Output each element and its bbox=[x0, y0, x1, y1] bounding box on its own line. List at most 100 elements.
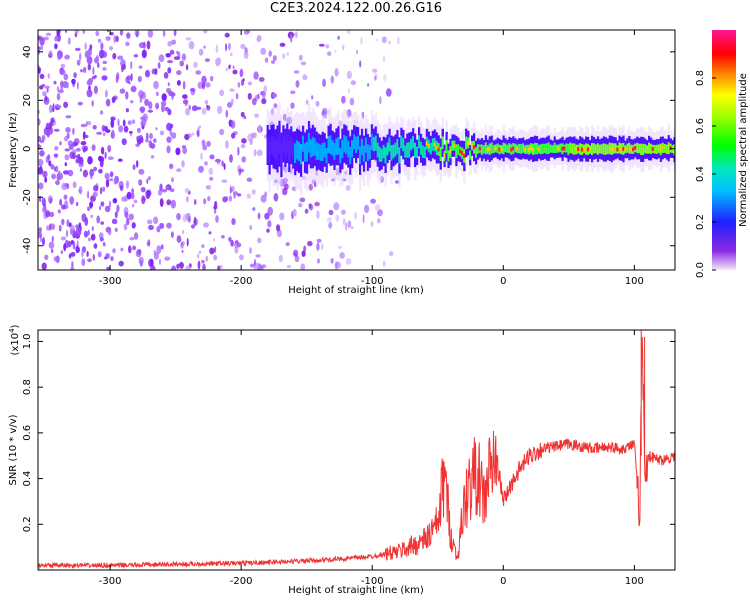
signal-band-core bbox=[335, 138, 338, 156]
spectrogram-noise-speck bbox=[66, 81, 69, 89]
spectrogram-noise-speck bbox=[356, 49, 359, 55]
snr-frame bbox=[37, 329, 676, 571]
spectrogram-y-tick-label: 40 bbox=[22, 45, 33, 58]
signal-band-peak bbox=[523, 147, 527, 152]
spectrogram-noise-speck bbox=[71, 78, 76, 85]
spectrogram-noise-speck bbox=[75, 158, 80, 164]
spectrogram-noise-speck bbox=[321, 243, 324, 251]
spectrogram-noise-speck bbox=[89, 201, 94, 208]
spectrogram-noise-speck bbox=[203, 222, 209, 228]
signal-band-core bbox=[341, 139, 344, 159]
spectrogram-noise-speck bbox=[267, 220, 272, 228]
spectrogram-noise-speck bbox=[99, 237, 104, 242]
spectrogram-noise-speck bbox=[327, 51, 332, 56]
spectrogram-noise-speck bbox=[225, 109, 229, 118]
signal-band-core bbox=[447, 150, 450, 162]
spectrogram-noise-speck bbox=[240, 144, 246, 149]
spectrogram-noise-speck bbox=[66, 240, 72, 248]
spectrogram-noise-speck bbox=[86, 89, 93, 98]
spectrogram-noise-speck bbox=[104, 205, 111, 213]
spectrogram-noise-speck bbox=[204, 58, 210, 63]
spectrogram-noise-speck bbox=[42, 91, 47, 97]
signal-band-core bbox=[567, 143, 570, 155]
spectrogram-noise-speck bbox=[119, 88, 126, 94]
spectrogram-noise-speck bbox=[140, 116, 146, 121]
spectrogram-noise-speck bbox=[155, 127, 158, 131]
spectrogram-noise-speck bbox=[379, 96, 382, 105]
spectrogram-noise-speck bbox=[41, 134, 46, 142]
spectrogram-noise-speck bbox=[176, 213, 181, 221]
signal-band-core bbox=[606, 144, 610, 155]
spectrogram-noise-speck bbox=[353, 211, 358, 220]
signal-band-core bbox=[469, 150, 472, 160]
spectrogram-noise-speck bbox=[111, 129, 115, 139]
spectrogram-noise-speck bbox=[120, 247, 124, 252]
spectrogram-noise-speck bbox=[222, 196, 228, 203]
spectrogram-noise-speck bbox=[230, 239, 234, 247]
spectrogram-noise-speck bbox=[231, 132, 236, 139]
spectrogram-noise-speck bbox=[237, 193, 242, 197]
spectrogram-noise-speck bbox=[167, 67, 172, 74]
signal-band-core bbox=[418, 135, 421, 149]
spectrogram-noise-speck bbox=[70, 266, 75, 270]
spectrogram-noise-speck bbox=[197, 126, 200, 136]
spectrogram-noise-speck bbox=[87, 258, 92, 263]
spectrogram-noise-speck bbox=[102, 60, 108, 65]
spectrogram-noise-speck bbox=[93, 166, 97, 172]
spectrogram-noise-speck bbox=[98, 232, 104, 239]
signal-band-core bbox=[362, 145, 366, 162]
spectrogram-noise-speck bbox=[202, 263, 206, 270]
spectrogram-noise-speck bbox=[44, 85, 50, 89]
spectrogram-noise-speck bbox=[123, 223, 128, 231]
spectrogram-noise-speck bbox=[135, 249, 142, 258]
spectrogram-noise-speck bbox=[54, 36, 58, 42]
signal-band-core bbox=[644, 144, 647, 154]
signal-band-peak bbox=[651, 147, 655, 151]
spectrogram-noise-speck bbox=[109, 171, 114, 178]
snr-x-tick-label: -100 bbox=[361, 576, 384, 587]
signal-band-core bbox=[412, 135, 415, 149]
spectrogram-noise-speck bbox=[176, 235, 182, 243]
signal-band-peak bbox=[577, 147, 580, 152]
spectrogram-noise-speck bbox=[377, 209, 383, 217]
spectrogram-noise-speck bbox=[176, 80, 181, 86]
spectrogram-noise-speck bbox=[217, 105, 223, 115]
colorbar-tick-label: 0.8 bbox=[695, 70, 706, 86]
spectrogram-noise-speck bbox=[208, 167, 214, 175]
spectrogram-noise-speck bbox=[84, 42, 87, 51]
signal-band-core bbox=[549, 144, 553, 153]
spectrogram-noise-speck bbox=[72, 241, 76, 250]
spectrogram-noise-speck bbox=[131, 222, 136, 229]
signal-band-core bbox=[642, 143, 645, 155]
spectrogram-noise-speck bbox=[286, 264, 292, 269]
spectrogram-noise-speck bbox=[61, 182, 68, 191]
spectrogram-noise-speck bbox=[108, 229, 112, 236]
spectrogram-noise-speck bbox=[82, 66, 87, 73]
spectrogram-noise-speck bbox=[102, 242, 106, 247]
spectrogram-noise-speck bbox=[239, 254, 244, 261]
signal-band-core bbox=[526, 144, 529, 154]
spectrogram-frame bbox=[37, 29, 676, 271]
spectrogram-noise-speck bbox=[104, 172, 110, 180]
spectrogram-noise-speck bbox=[61, 218, 65, 226]
spectrogram-noise-speck bbox=[126, 32, 131, 39]
spectrogram-noise-speck bbox=[87, 206, 90, 212]
signal-band-core bbox=[303, 143, 307, 162]
signal-band-core bbox=[292, 141, 295, 159]
spectrogram-noise-speck bbox=[213, 238, 215, 242]
spectrogram-noise-speck bbox=[382, 260, 386, 267]
spectrogram-noise-speck bbox=[206, 105, 211, 111]
spectrogram-noise-speck bbox=[133, 232, 139, 240]
spectrogram-noise-speck bbox=[57, 54, 61, 61]
spectrogram-noise-speck bbox=[64, 30, 68, 33]
spectrogram-noise-speck bbox=[266, 228, 270, 233]
spectrogram-noise-speck bbox=[38, 182, 44, 190]
spectrogram-noise-speck bbox=[109, 46, 114, 51]
spectrogram-noise-speck bbox=[91, 100, 94, 107]
signal-band-core bbox=[534, 142, 537, 155]
spectrogram-noise-speck bbox=[159, 198, 164, 207]
signal-band-core bbox=[445, 140, 448, 154]
signal-band-peak bbox=[612, 146, 616, 151]
spectrogram-noise-speck bbox=[197, 81, 204, 89]
spectrogram-noise-speck bbox=[136, 127, 141, 134]
